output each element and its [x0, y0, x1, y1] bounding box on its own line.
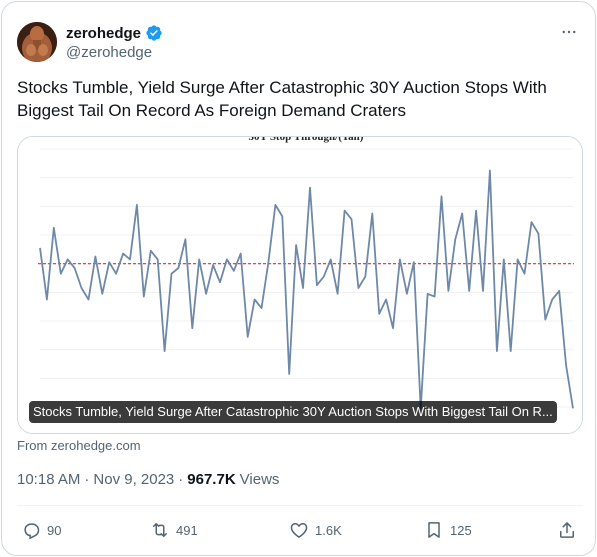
tweet-date[interactable]: Nov 9, 2023 — [93, 471, 175, 488]
reply-icon — [24, 523, 40, 540]
reply-count: 90 — [47, 522, 62, 538]
tweet-time[interactable]: 10:18 AM — [17, 471, 81, 488]
retweet-count: 491 — [176, 522, 198, 538]
chart-title: 30Y Stop Through/(Tail) — [249, 137, 364, 143]
verified-badge-icon — [146, 25, 162, 41]
link-card[interactable]: 30Y Stop Through/(Tail) Stocks Tumble, Y… — [17, 136, 583, 434]
like-count: 1.6K — [315, 522, 342, 538]
avatar-image — [17, 22, 57, 62]
tweet-text: Stocks Tumble, Yield Surge After Catastr… — [17, 78, 547, 120]
line-chart: 30Y Stop Through/(Tail) — [18, 137, 582, 433]
tweet-metadata: 10:18 AM · Nov 9, 2023 · 967.7K Views — [17, 471, 279, 488]
bookmark-icon — [428, 522, 440, 538]
handle[interactable]: @zerohedge — [66, 44, 153, 61]
reply-button[interactable]: 90 — [21, 517, 61, 543]
like-button[interactable]: 1.6K — [289, 517, 342, 543]
views-count: 967.7K — [187, 471, 236, 488]
share-icon — [560, 522, 574, 538]
action-bar: 90 491 1.6K 125 — [17, 517, 583, 543]
bookmark-button[interactable]: 125 — [424, 517, 472, 543]
retweet-button[interactable]: 491 — [150, 517, 198, 543]
retweet-icon — [153, 523, 167, 537]
separator: · — [84, 471, 90, 488]
share-button[interactable] — [557, 517, 577, 543]
avatar[interactable] — [17, 22, 57, 62]
divider — [17, 505, 583, 506]
more-options-icon[interactable] — [559, 22, 579, 42]
source-link[interactable]: From zerohedge.com — [17, 438, 141, 453]
display-name[interactable]: zerohedge — [66, 24, 142, 42]
views-label: Views — [239, 471, 280, 488]
heart-icon — [290, 523, 308, 538]
series-line — [39, 169, 574, 410]
separator: · — [178, 471, 184, 488]
card-caption: Stocks Tumble, Yield Surge After Catastr… — [29, 401, 557, 423]
bookmark-count: 125 — [450, 522, 472, 538]
